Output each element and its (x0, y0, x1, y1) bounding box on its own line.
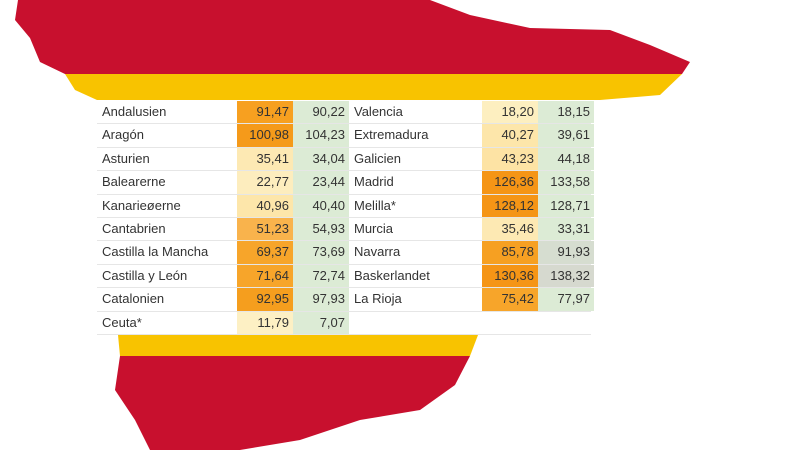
table-row: Cantabrien 51,23 54,93 Murcia 35,46 33,31 (97, 217, 594, 242)
value-cell: 73,69 (293, 241, 349, 264)
value-cell: 11,79 (237, 311, 293, 334)
value-cell: 35,41 (237, 147, 293, 171)
table-half-row: Asturien 35,41 34,04 (97, 147, 349, 171)
region-name: Aragón (102, 127, 144, 143)
region-name: Melilla* (354, 197, 396, 213)
table-half-row: Galicien 43,23 44,18 (349, 147, 594, 171)
value-cell: 128,12 (482, 194, 538, 217)
region-name: Balearerne (102, 174, 166, 190)
table-row: Balearerne 22,77 23,44 Madrid 126,36 133,58 (97, 171, 594, 195)
table-row: Ceuta* 11,79 7,07 (97, 311, 591, 335)
value-cell: 77,97 (538, 288, 594, 311)
value-cell: 130,36 (482, 264, 538, 288)
value-cell: 91,93 (538, 241, 594, 264)
value-cell: 138,32 (538, 264, 594, 288)
table-half-row: Navarra 85,78 91,93 (349, 241, 594, 264)
value-cell: 100,98 (237, 124, 293, 147)
region-name: Andalusien (102, 104, 167, 119)
table-half-row: Baskerlandet 130,36 138,32 (349, 264, 594, 288)
region-name: Extremadura (354, 127, 429, 143)
table-half-row: Balearerne 22,77 23,44 (97, 171, 349, 194)
value-cell: 104,23 (293, 124, 349, 147)
table-half-row: Castilla y León 71,64 72,74 (97, 264, 349, 288)
value-cell: 91,47 (237, 101, 293, 124)
value-cell: 126,36 (482, 171, 538, 194)
value-cell: 90,22 (293, 101, 349, 124)
map-red-bottom (115, 356, 470, 450)
value-cell: 40,27 (482, 124, 538, 147)
value-cell: 71,64 (237, 264, 293, 288)
value-cell: 97,93 (293, 288, 349, 311)
table-half-row: Ceuta* 11,79 7,07 (97, 311, 349, 334)
table-half-row: Melilla* 128,12 128,71 (349, 194, 594, 217)
value-cell: 18,20 (482, 101, 538, 124)
value-cell: 133,58 (538, 171, 594, 194)
value-cell: 69,37 (237, 241, 293, 264)
table-half-row: Castilla la Mancha 69,37 73,69 (97, 241, 349, 264)
value-cell: 92,95 (237, 288, 293, 311)
map-yellow-bottom (118, 335, 478, 356)
region-name: Castilla la Mancha (102, 244, 209, 260)
value-cell: 44,18 (538, 147, 594, 171)
table-half-row: Madrid 126,36 133,58 (349, 171, 594, 194)
value-cell: 18,15 (538, 101, 594, 124)
value-cell: 128,71 (538, 194, 594, 217)
table-half-row: Kanarieøerne 40,96 40,40 (97, 194, 349, 217)
value-cell: 51,23 (237, 217, 293, 241)
value-cell: 40,40 (293, 194, 349, 217)
table-half-row: Murcia 35,46 33,31 (349, 217, 594, 241)
value-cell: 39,61 (538, 124, 594, 147)
value-cell: 34,04 (293, 147, 349, 171)
map-yellow-top (65, 74, 682, 100)
table-row: Aragón 100,98 104,23 Extremadura 40,27 39,61 (97, 124, 594, 148)
region-name: Asturien (102, 150, 150, 166)
region-name: Ceuta* (102, 314, 142, 330)
region-name: Castilla y León (102, 267, 188, 283)
value-cell: 33,31 (538, 217, 594, 241)
table-half-row: La Rioja 75,42 77,97 (349, 288, 594, 311)
value-cell: 40,96 (237, 194, 293, 217)
region-name: La Rioja (354, 291, 402, 307)
region-name: Valencia (354, 104, 403, 119)
region-name: Murcia (354, 220, 394, 236)
region-name: Madrid (354, 174, 394, 190)
value-cell: 75,42 (482, 288, 538, 311)
region-name: Catalonien (102, 291, 165, 307)
table-row: Andalusien 91,47 90,22 Valencia 18,20 18,15 (97, 101, 594, 125)
value-cell: 43,23 (482, 147, 538, 171)
table-half-row: Valencia 18,20 18,15 (349, 101, 594, 124)
value-cell: 85,78 (482, 241, 538, 264)
value-cell: 54,93 (293, 217, 349, 241)
table: Andalusien 91,47 90,22 Valencia 18,20 18,15 Ar… (97, 101, 594, 335)
table-row: Catalonien 92,95 97,93 La Rioja 75,42 77,97 (97, 288, 594, 312)
map-red-top (15, 0, 690, 74)
table-row: Kanarieøerne 40,96 40,40 Melilla* 128,12 128,… (97, 194, 594, 218)
value-cell: 35,46 (482, 217, 538, 241)
table-row: Asturien 35,41 34,04 Galicien 43,23 44,18 (97, 147, 594, 172)
value-cell: 23,44 (293, 171, 349, 194)
region-name: Baskerlandet (354, 267, 430, 283)
table-row: Castilla la Mancha 69,37 73,69 Navarra 85,78… (97, 241, 594, 265)
value-cell: 22,77 (237, 171, 293, 194)
region-name: Galicien (354, 150, 401, 166)
table-half-row: Extremadura 40,27 39,61 (349, 124, 594, 147)
table-half-row: Aragón 100,98 104,23 (97, 124, 349, 147)
table-row: Castilla y León 71,64 72,74 Baskerlandet 130… (97, 264, 594, 289)
value-cell: 7,07 (293, 311, 349, 334)
table-half-row: Catalonien 92,95 97,93 (97, 288, 349, 311)
table-half-row: Cantabrien 51,23 54,93 (97, 217, 349, 241)
value-cell: 72,74 (293, 264, 349, 288)
table-half-row: Andalusien 91,47 90,22 (97, 101, 349, 124)
region-name: Navarra (354, 244, 401, 260)
region-name: Kanarieøerne (102, 197, 181, 213)
region-name: Cantabrien (102, 220, 166, 236)
